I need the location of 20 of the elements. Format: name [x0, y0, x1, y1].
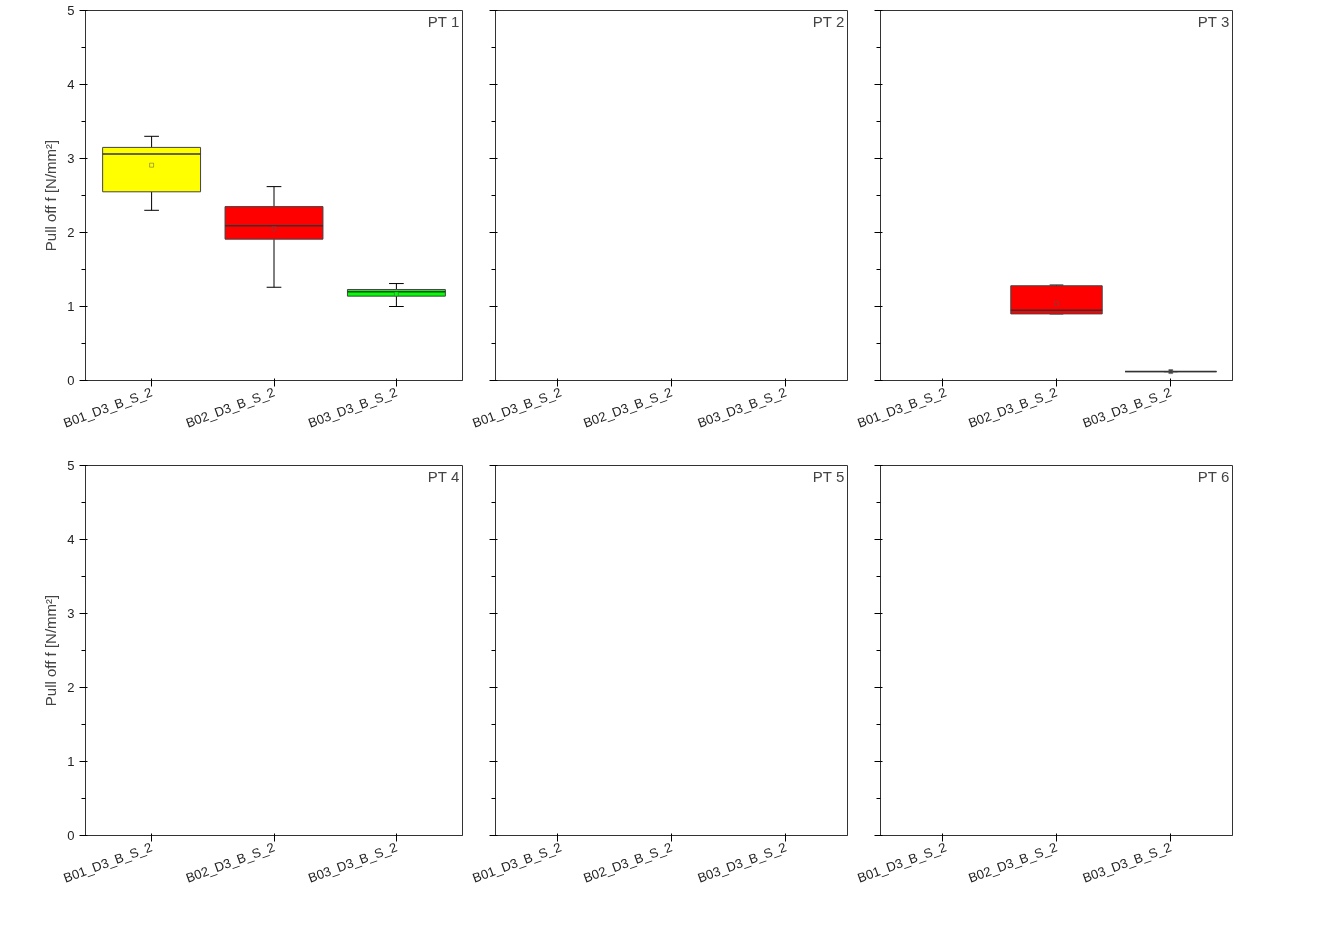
chart-title: PT 5	[812, 467, 845, 485]
chart-title: PT 4	[427, 467, 460, 485]
y-tick-label: 0	[67, 828, 75, 843]
y-tick-label: 5	[67, 458, 75, 473]
y-axis-title: Pull off f [N/mm²]	[42, 139, 60, 252]
y-tick-label: 0	[67, 373, 75, 388]
y-tick-label: 2	[67, 680, 75, 695]
y-tick-label: 2	[67, 225, 75, 240]
y-tick-label: 4	[67, 77, 75, 92]
y-tick-label: 3	[67, 151, 75, 166]
chart-title: PT 6	[1197, 467, 1230, 485]
chart-title: PT 2	[812, 12, 845, 30]
y-tick-label: 1	[67, 754, 75, 769]
y-tick-label: 5	[67, 3, 75, 18]
chart-title: PT 3	[1197, 12, 1230, 30]
y-tick-label: 3	[67, 606, 75, 621]
y-axis-title: Pull off f [N/mm²]	[42, 594, 60, 707]
y-tick-label: 1	[67, 299, 75, 314]
chart-title: PT 1	[427, 12, 460, 30]
y-tick-label: 4	[67, 532, 75, 547]
